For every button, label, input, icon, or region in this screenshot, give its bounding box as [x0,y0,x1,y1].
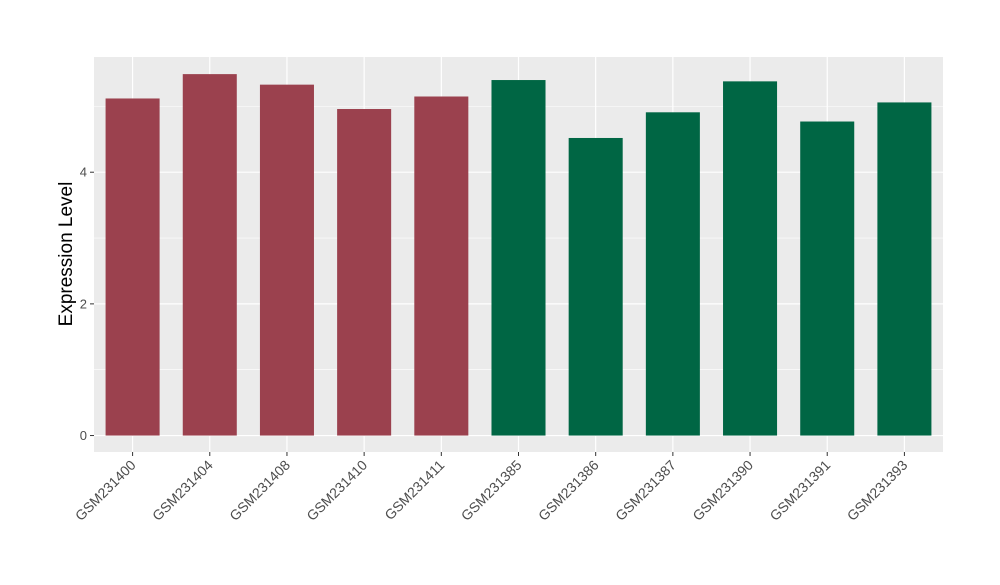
bars [105,74,932,436]
x-tick-label: GSM231404 [149,457,216,524]
x-tick-label: GSM231408 [226,457,293,524]
bar-GSM231400 [105,98,160,436]
x-tick-label: GSM231386 [535,457,602,524]
bar-GSM231391 [800,121,855,436]
x-tick-label: GSM231387 [612,457,679,524]
bar-GSM231404 [182,74,237,436]
bar-GSM231408 [259,84,314,436]
x-tick-label: GSM231391 [766,457,833,524]
bar-GSM231411 [414,96,469,436]
x-tick-label: GSM231410 [303,457,370,524]
x-axis: GSM231400 GSM231404 GSM231408 GSM231410 GSM2… [72,452,911,524]
y-tick-label: 2 [80,296,87,311]
bar-GSM231410 [337,109,392,436]
bar-GSM231387 [645,112,700,436]
y-tick-label: 4 [80,165,87,180]
x-tick-label: GSM231411 [381,457,447,523]
x-tick-label: GSM231400 [72,457,139,524]
bar-GSM231390 [723,81,778,436]
bar-GSM231386 [568,137,623,436]
y-axis: 0 2 4 [80,165,94,443]
x-tick-label: GSM231385 [458,457,525,524]
bar-GSM231393 [877,102,932,436]
bar-GSM231385 [491,80,546,436]
x-tick-label: GSM231393 [844,457,911,524]
y-axis-label: Expression Level [56,182,77,327]
y-tick-label: 0 [80,428,87,443]
x-tick-label: GSM231390 [689,457,756,524]
